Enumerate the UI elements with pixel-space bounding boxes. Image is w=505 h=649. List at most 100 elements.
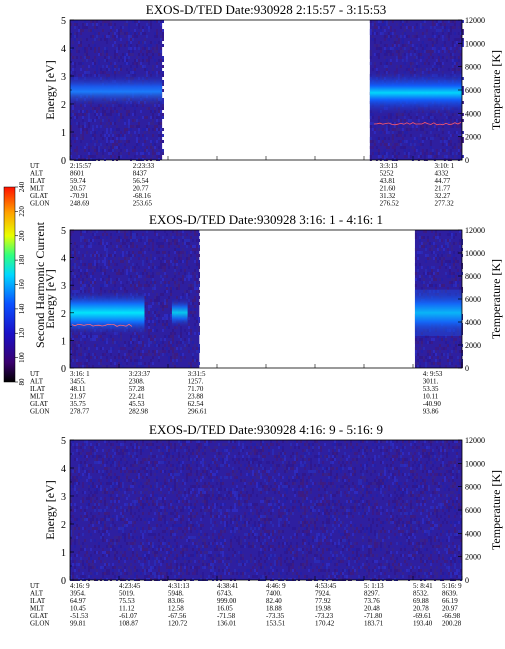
heatmap-cell (194, 299, 196, 302)
heatmap-cell (112, 485, 114, 488)
heatmap-cell (76, 353, 78, 356)
heatmap-cell (96, 257, 98, 260)
heatmap-cell (132, 491, 134, 494)
ephemeris-value: 278.77 (70, 408, 90, 416)
heatmap-cell (138, 569, 140, 572)
heatmap-cell (430, 266, 433, 269)
heatmap-cell (373, 65, 376, 68)
heatmap-cell (164, 275, 166, 278)
heatmap-cell (164, 260, 166, 263)
heatmap-cell (74, 359, 76, 362)
heatmap-cell (399, 134, 402, 137)
heatmap-cell (80, 347, 82, 350)
heatmap-cell (84, 284, 86, 287)
heatmap-cell (126, 236, 128, 239)
heatmap-cell (434, 335, 437, 338)
heatmap-cell (144, 140, 146, 143)
heatmap-cell (116, 146, 118, 149)
heatmap-cell (114, 281, 116, 284)
heatmap-cell (158, 509, 160, 512)
heatmap-cell (387, 38, 390, 41)
heatmap-cell (70, 152, 72, 155)
heatmap-cell (94, 254, 96, 257)
heatmap-cell (387, 26, 390, 29)
heatmap-cell (377, 26, 380, 29)
heatmap-cell (98, 443, 100, 446)
heatmap-cell (104, 563, 106, 566)
heatmap-cell (98, 521, 100, 524)
heatmap-cell (447, 35, 450, 38)
heatmap-cell (72, 269, 74, 272)
heatmap-cell (148, 335, 150, 338)
heatmap-cell (142, 236, 144, 239)
heatmap-cell (78, 563, 80, 566)
heatmap-cell (156, 35, 158, 38)
heatmap-cell (379, 47, 382, 50)
heatmap-cell (158, 461, 160, 464)
heatmap-cell (92, 353, 94, 356)
heatmap-cell (435, 119, 438, 122)
heatmap-cell (371, 29, 374, 32)
heatmap-cell (138, 470, 140, 473)
heatmap-cell (92, 41, 94, 44)
heatmap-cell (385, 53, 388, 56)
heatmap-cell (86, 239, 88, 242)
heatmap-cell (379, 26, 382, 29)
heatmap-cell (381, 23, 384, 26)
heatmap-cell (150, 353, 152, 356)
heatmap-cell (98, 440, 100, 443)
heatmap-cell (455, 125, 458, 128)
heatmap-cell (383, 137, 386, 140)
heatmap-cell (74, 26, 76, 29)
heatmap-cell (383, 38, 386, 41)
heatmap-cell (78, 551, 80, 554)
energy-band (171, 297, 188, 328)
heatmap-cell (98, 62, 100, 65)
heatmap-cell (74, 545, 76, 548)
heatmap-cell (154, 335, 156, 338)
heatmap-cell (146, 446, 148, 449)
ephemeris-value: 43.81 (380, 177, 396, 185)
heatmap-cell (192, 245, 194, 248)
heatmap-cell (154, 575, 156, 578)
heatmap-cell (148, 152, 150, 155)
heatmap-cell (142, 440, 144, 443)
heatmap-cell (150, 281, 152, 284)
heatmap-cell (94, 62, 96, 65)
heatmap-cell (122, 356, 124, 359)
heatmap-cell (419, 155, 422, 158)
heatmap-cell (437, 35, 440, 38)
heatmap-cell (435, 65, 438, 68)
heatmap-cell (162, 44, 164, 47)
heatmap-cell (78, 278, 80, 281)
heatmap-cell (415, 128, 418, 131)
heatmap-cell (94, 527, 96, 530)
heatmap-cell (128, 488, 130, 491)
ephemeris-value: 22.41 (129, 393, 145, 401)
heatmap-cell (98, 488, 100, 491)
heatmap-cell (154, 485, 156, 488)
heatmap-cell (130, 443, 132, 446)
heatmap-cell (92, 506, 94, 509)
heatmap-cell (136, 158, 138, 161)
heatmap-cell (80, 32, 82, 35)
heatmap-cell (134, 62, 136, 65)
heatmap-cell (389, 50, 392, 53)
heatmap-cell (383, 155, 386, 158)
heatmap-cell (120, 272, 122, 275)
heatmap-cell (152, 455, 154, 458)
heatmap-cell (391, 140, 394, 143)
heatmap-cell (70, 443, 72, 446)
heatmap-cell (446, 245, 449, 248)
heatmap-cell (154, 257, 156, 260)
heatmap-cell (194, 272, 196, 275)
heatmap-cell (369, 116, 372, 119)
heatmap-cell (132, 449, 134, 452)
heatmap-cell (458, 362, 461, 365)
heatmap-cell (413, 149, 416, 152)
heatmap-cell (134, 284, 136, 287)
heatmap-cell (76, 245, 78, 248)
heatmap-cell (110, 347, 112, 350)
heatmap-cell (154, 125, 156, 128)
heatmap-cell (156, 494, 158, 497)
